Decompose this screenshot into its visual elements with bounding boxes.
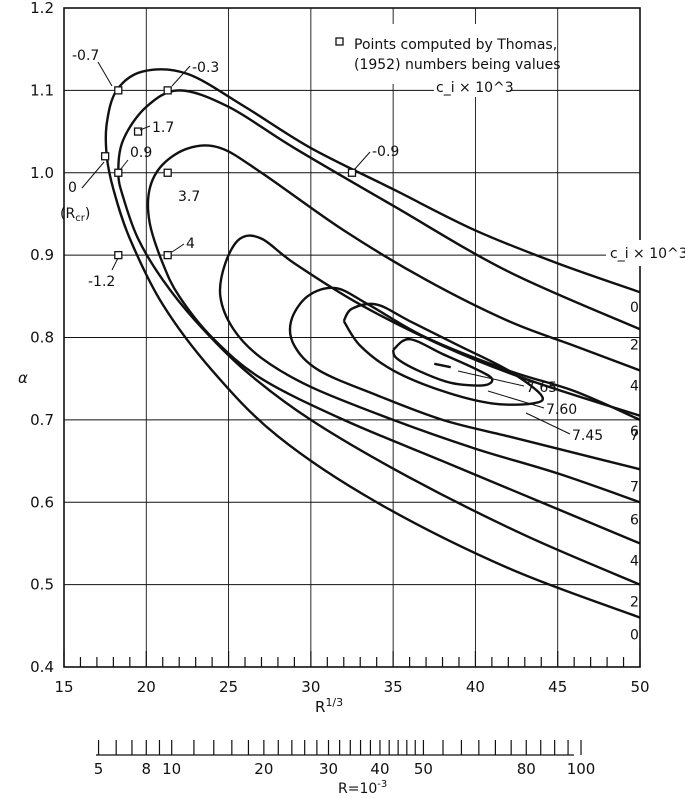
label-p17: 1.7: [152, 120, 174, 136]
series-label-right: 0: [630, 628, 639, 644]
y-tick-label: 1.0: [30, 164, 54, 182]
x-tick-label: 30: [301, 678, 320, 696]
y-axis-label: α: [18, 369, 28, 387]
secondary-tick-label: 100: [567, 760, 596, 778]
series-label-right: 2: [630, 337, 639, 353]
computed-point-marker: [163, 250, 172, 260]
contour-6: [218, 234, 641, 504]
contour-0: [104, 68, 641, 619]
secondary-reynolds-axis: 5 8 10 20 30 40 50 80 100: [94, 740, 596, 778]
label-760: 7.60: [546, 402, 577, 418]
label-neg07: -0.7: [72, 48, 99, 64]
x-axis-label: R1/3: [315, 696, 343, 716]
label-745: 7.45: [572, 428, 603, 444]
label-p09: 0.9: [130, 145, 152, 161]
computed-point-marker: [114, 86, 123, 95]
x-tick-label: 40: [466, 678, 485, 696]
legend-line-2: (1952) numbers being values: [354, 57, 561, 73]
y-tick-label: 0.6: [30, 493, 54, 511]
x-tick-label: 50: [630, 678, 649, 696]
secondary-tick-label: 10: [162, 760, 181, 778]
series-label-right: 0: [630, 300, 639, 316]
series-label-right: 7: [630, 428, 639, 444]
series-label-right: 6: [630, 512, 639, 528]
contour-2: [117, 89, 641, 586]
computed-point-marker: [114, 168, 123, 177]
series-label-right: 4: [630, 378, 639, 394]
computed-point-marker: [114, 250, 123, 260]
x-tick-label: 20: [137, 678, 156, 696]
axis-ticks: [63, 651, 641, 667]
point-annotations: -0.7 -0.3 1.7 0 (Rcr) 0.9 3.7 -0.9 -1.2 …: [60, 48, 603, 444]
label-rcr: (Rcr): [60, 206, 90, 224]
y-tick-label: 0.4: [30, 658, 54, 676]
x-tick-labels: 15 20 25 30 35 40 45 50: [54, 678, 649, 696]
y-tick-label: 1.1: [30, 81, 54, 99]
y-tick-label: 1.2: [30, 0, 54, 17]
series-header-bg: [606, 240, 682, 266]
label-p4: 4: [186, 236, 195, 252]
computed-point-marker: [163, 86, 172, 95]
x-tick-label: 35: [384, 678, 403, 696]
contour-7.60: [391, 337, 494, 387]
series-label-right: 7: [630, 479, 639, 495]
contour-4: [146, 144, 641, 545]
legend-line-3: c_i × 10^3: [436, 80, 514, 96]
y-tick-label: 0.5: [30, 576, 54, 594]
computed-point-marker: [347, 168, 357, 177]
leader-arrows: [81, 61, 571, 435]
label-neg12: -1.2: [88, 274, 115, 290]
label-p37: 3.7: [178, 189, 200, 205]
secondary-tick-label: 20: [254, 760, 273, 778]
contour-7: [288, 286, 641, 471]
computed-point-marker: [100, 152, 110, 161]
legend-line-1: Points computed by Thomas,: [354, 37, 557, 53]
legend-marker: [335, 37, 344, 46]
secondary-tick-label: 40: [370, 760, 389, 778]
secondary-tick-label: 80: [517, 760, 536, 778]
y-tick-label: 0.7: [30, 411, 54, 429]
series-header: c_i × 10^3: [610, 246, 685, 262]
label-neg03: -0.3: [192, 60, 219, 76]
computed-point-marker: [133, 127, 143, 136]
secondary-tick-label: 30: [319, 760, 338, 778]
secondary-tick-label: 5: [94, 760, 104, 778]
label-neg09: -0.9: [372, 144, 399, 160]
series-label-right: 4: [630, 553, 639, 569]
series-label-right: 2: [630, 595, 639, 611]
computed-points: [100, 86, 357, 260]
contour-7.65: [434, 362, 451, 369]
y-tick-label: 0.8: [30, 329, 54, 347]
x-tick-label: 25: [219, 678, 238, 696]
legend-background: [352, 24, 512, 84]
secondary-axis-label: R=10-3: [338, 779, 387, 797]
label-zero: 0: [68, 180, 77, 196]
series-label-right: 6: [630, 424, 639, 440]
secondary-tick-label: 50: [414, 760, 433, 778]
secondary-tick-label: 8: [142, 760, 152, 778]
x-tick-label: 45: [548, 678, 567, 696]
y-tick-labels: 0.4 0.5 0.6 0.7 0.8 0.9 1.0 1.1 1.2: [30, 0, 54, 676]
x-tick-label: 15: [54, 678, 73, 696]
computed-point-marker: [163, 168, 172, 177]
label-765: 7.65: [526, 380, 557, 396]
plot-frame: [63, 7, 641, 668]
contour-7.45: [342, 302, 545, 406]
y-tick-label: 0.9: [30, 246, 54, 264]
legend-line-3-bg: [434, 75, 510, 97]
